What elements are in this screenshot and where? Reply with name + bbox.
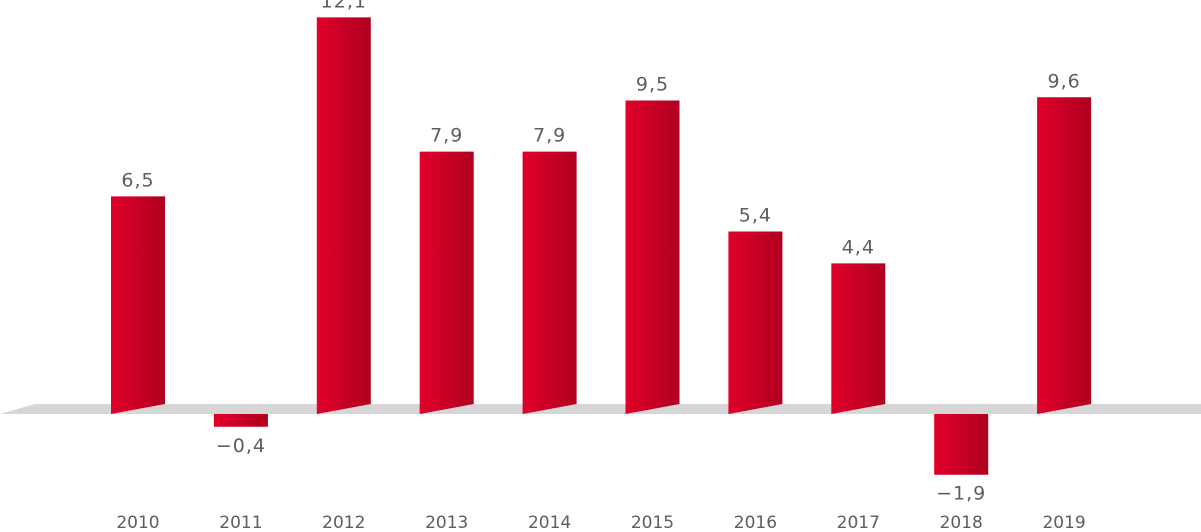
value-label-2013: 7,9	[430, 125, 463, 147]
bar-2013	[419, 151, 474, 414]
value-label-2015: 9,5	[636, 73, 669, 95]
bar-2012	[316, 17, 371, 415]
x-tick-label-2010: 2010	[116, 513, 159, 532]
bar-2014	[522, 151, 577, 414]
bar-2016	[728, 231, 783, 414]
value-label-2010: 6,5	[121, 169, 154, 191]
value-label-2014: 7,9	[533, 125, 566, 147]
x-tick-label-2016: 2016	[734, 513, 777, 532]
value-label-2017: 4,4	[842, 236, 875, 258]
zero-baseline	[0, 404, 1201, 414]
bar-2015	[625, 100, 680, 414]
x-tick-label-2019: 2019	[1042, 513, 1085, 532]
x-tick-label-2012: 2012	[322, 513, 365, 532]
x-tick-label-2011: 2011	[219, 513, 262, 532]
x-tick-label-2013: 2013	[425, 513, 468, 532]
x-tick-label-2014: 2014	[528, 513, 571, 532]
bar-2010	[111, 196, 165, 414]
x-tick-label-2018: 2018	[940, 513, 983, 532]
value-label-2019: 9,6	[1047, 70, 1080, 92]
x-tick-label-2015: 2015	[631, 513, 674, 532]
value-label-2016: 5,4	[739, 204, 772, 226]
x-tick-label-2017: 2017	[837, 513, 880, 532]
value-label-2011: −0,4	[216, 435, 266, 457]
bar-2018	[934, 404, 989, 475]
bar-2019	[1037, 97, 1092, 414]
bar-2017	[831, 263, 886, 414]
value-label-2018: −1,9	[936, 483, 986, 505]
value-label-2012: 12,1	[321, 0, 367, 12]
